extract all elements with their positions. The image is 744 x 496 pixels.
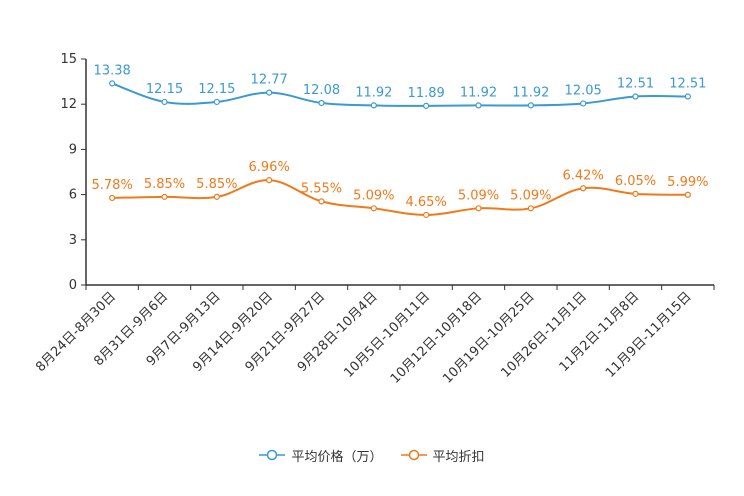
- data-point[interactable]: [632, 190, 639, 197]
- series-0: 13.38 12.15 12.15 12.77 12.08 11.92 11.89 11.92…: [94, 63, 706, 109]
- data-point[interactable]: [423, 211, 430, 219]
- y-tick-label: 12: [60, 97, 77, 112]
- data-label: 12.08: [303, 83, 340, 98]
- series-line: [112, 179, 688, 216]
- data-point[interactable]: [475, 205, 482, 212]
- data-label: 4.65%: [406, 195, 447, 210]
- data-label: 5.09%: [458, 188, 499, 203]
- series-1: 5.78% 5.85% 5.85% 6.96% 5.55% 5.09% 4.65% 5.09%…: [92, 160, 708, 219]
- data-label: 12.15: [146, 82, 183, 97]
- data-point[interactable]: [213, 98, 220, 106]
- data-label: 11.92: [512, 85, 549, 100]
- legend: 平均价格（万） 平均折扣: [0, 443, 744, 467]
- data-point[interactable]: [632, 93, 639, 100]
- data-label: 5.85%: [144, 177, 185, 192]
- data-point[interactable]: [370, 102, 377, 109]
- data-label: 12.51: [669, 77, 706, 92]
- x-tick-label: 10月19日-10月25日: [440, 289, 537, 386]
- legend-label: 平均价格（万）: [291, 449, 383, 465]
- data-label: 11.92: [460, 85, 497, 100]
- legend-label: 平均折扣: [432, 449, 485, 465]
- data-label: 5.99%: [667, 175, 708, 190]
- data-label: 5.09%: [510, 188, 551, 203]
- data-point[interactable]: [684, 93, 691, 100]
- data-label: 12.05: [565, 83, 602, 98]
- data-label: 12.51: [617, 77, 654, 92]
- y-tick-label: 6: [69, 188, 77, 203]
- x-tick-label: 10月12日-10月18日: [388, 289, 485, 386]
- data-point[interactable]: [109, 80, 116, 87]
- data-point[interactable]: [318, 99, 325, 107]
- y-axis: 0 3 6 9 12 15: [60, 52, 87, 293]
- data-label: 6.05%: [615, 174, 656, 189]
- data-point[interactable]: [213, 193, 220, 200]
- data-label: 11.92: [355, 85, 392, 100]
- data-point[interactable]: [684, 191, 691, 198]
- data-point[interactable]: [318, 198, 325, 205]
- data-point[interactable]: [161, 193, 168, 200]
- data-label: 11.89: [408, 86, 445, 101]
- x-axis: 8月24日-8月30日8月31日-9月6日9月7日-9月13日9月14日-9月2…: [33, 284, 715, 387]
- data-label: 12.15: [198, 82, 235, 97]
- legend-item-1[interactable]: 平均折扣: [400, 446, 485, 465]
- data-label: 5.09%: [353, 188, 394, 203]
- data-label: 6.96%: [249, 160, 290, 175]
- legend-item-0[interactable]: 平均价格（万）: [259, 446, 383, 465]
- y-tick-label: 0: [69, 278, 77, 293]
- data-label: 5.85%: [196, 177, 237, 192]
- y-tick-label: 9: [69, 142, 77, 157]
- series-layer: 13.38 12.15 12.15 12.77 12.08 11.92 11.89 11.92…: [92, 63, 708, 219]
- data-point[interactable]: [370, 205, 377, 212]
- data-point[interactable]: [161, 98, 168, 106]
- data-point[interactable]: [580, 185, 587, 192]
- data-point[interactable]: [423, 102, 430, 109]
- legend-symbol-icon: [259, 449, 286, 461]
- data-point[interactable]: [109, 194, 116, 202]
- series-line: [111, 82, 688, 107]
- data-point[interactable]: [527, 102, 534, 109]
- data-point[interactable]: [580, 100, 587, 107]
- data-label: 6.42%: [563, 168, 604, 183]
- legend-symbol-icon: [400, 449, 427, 461]
- data-label: 12.77: [251, 73, 288, 88]
- data-label: 13.38: [94, 63, 131, 78]
- data-point[interactable]: [266, 177, 273, 184]
- y-tick-label: 15: [60, 52, 77, 67]
- data-label: 5.78%: [92, 178, 133, 193]
- data-point[interactable]: [266, 89, 273, 96]
- data-point[interactable]: [527, 205, 534, 212]
- data-point[interactable]: [475, 102, 482, 109]
- data-label: 5.55%: [301, 181, 342, 196]
- y-tick-label: 3: [69, 233, 77, 248]
